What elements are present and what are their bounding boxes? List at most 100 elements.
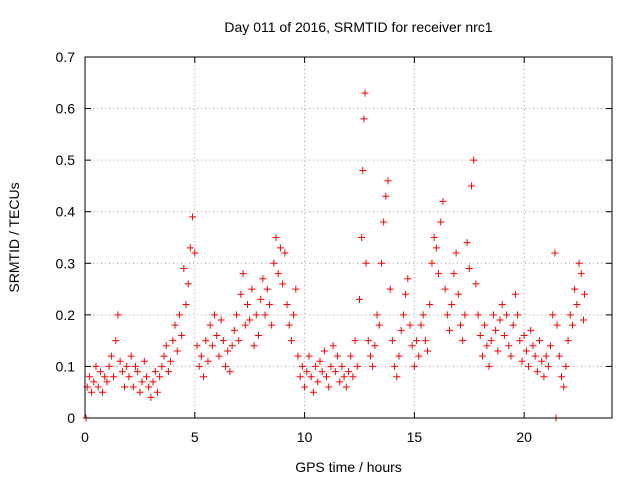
data-point xyxy=(314,378,322,386)
data-point xyxy=(364,337,372,345)
data-point xyxy=(529,342,537,350)
data-point xyxy=(465,264,473,272)
data-point xyxy=(443,311,451,319)
data-point xyxy=(175,311,183,319)
data-point xyxy=(189,213,197,221)
data-point xyxy=(265,301,273,309)
data-point xyxy=(145,383,153,391)
data-point xyxy=(296,373,304,381)
data-point xyxy=(254,331,262,339)
y-tick-label: 0.5 xyxy=(56,152,76,168)
data-point xyxy=(153,388,161,396)
data-point xyxy=(571,285,579,293)
data-point xyxy=(542,352,550,360)
data-point xyxy=(362,259,370,267)
data-point xyxy=(217,316,225,324)
data-point xyxy=(351,337,359,345)
data-point xyxy=(399,311,407,319)
data-point xyxy=(228,342,236,350)
data-point xyxy=(226,368,234,376)
x-tick-labels: 0 5 10 15 20 xyxy=(81,429,532,445)
data-point xyxy=(509,321,517,329)
data-point xyxy=(555,352,563,360)
y-tick-label: 0.6 xyxy=(56,101,76,117)
data-point xyxy=(272,234,280,241)
data-point xyxy=(426,301,434,309)
y-tick-label: 0.7 xyxy=(56,49,76,65)
data-point xyxy=(525,362,533,370)
data-point xyxy=(531,352,539,360)
data-point xyxy=(366,352,374,360)
data-point xyxy=(107,352,115,360)
data-point xyxy=(320,347,328,355)
data-point xyxy=(94,383,102,391)
data-point xyxy=(402,290,410,298)
data-point xyxy=(347,352,355,360)
data-point xyxy=(250,342,258,350)
y-tick-label: 0.3 xyxy=(56,255,76,271)
data-point xyxy=(211,311,219,319)
data-point xyxy=(184,280,192,288)
data-point xyxy=(566,311,574,319)
data-point xyxy=(92,362,100,370)
y-tick-label: 0.1 xyxy=(56,358,76,374)
data-point xyxy=(204,357,212,365)
data-point xyxy=(169,337,177,345)
data-point xyxy=(417,321,425,329)
data-point xyxy=(292,285,300,293)
data-point xyxy=(456,321,464,329)
data-point xyxy=(380,218,388,226)
data-point xyxy=(287,337,295,345)
data-point xyxy=(239,270,247,278)
data-point xyxy=(96,368,104,376)
data-point xyxy=(248,285,256,293)
data-point xyxy=(303,368,311,376)
data-point xyxy=(180,264,188,272)
data-point xyxy=(274,270,282,278)
data-point xyxy=(252,311,260,319)
data-point xyxy=(359,166,367,174)
data-point xyxy=(283,301,291,309)
data-point xyxy=(421,337,429,345)
data-point xyxy=(437,218,445,226)
data-point xyxy=(474,311,482,319)
y-tick-label: 0.2 xyxy=(56,307,76,323)
data-point xyxy=(549,311,557,319)
data-point xyxy=(156,373,164,381)
data-point xyxy=(369,362,377,370)
data-point xyxy=(478,352,486,360)
data-point xyxy=(237,290,245,298)
data-point xyxy=(136,388,144,396)
data-point xyxy=(581,290,589,298)
data-point xyxy=(388,337,396,345)
data-point xyxy=(349,373,357,381)
data-point xyxy=(233,311,241,319)
data-point xyxy=(105,362,113,370)
data-point xyxy=(413,337,421,345)
data-point xyxy=(441,285,449,293)
data-point xyxy=(290,311,298,319)
data-point xyxy=(386,285,394,293)
x-tick-label: 5 xyxy=(191,429,199,445)
data-point xyxy=(489,311,497,319)
data-point xyxy=(230,326,238,334)
data-point xyxy=(432,244,440,252)
data-point xyxy=(470,156,478,164)
data-point xyxy=(360,115,368,123)
data-point xyxy=(118,368,126,376)
data-point xyxy=(164,368,172,376)
data-point xyxy=(140,357,148,365)
data-point xyxy=(307,373,315,381)
data-point xyxy=(404,275,412,283)
data-point xyxy=(375,321,383,329)
data-point xyxy=(353,362,361,370)
data-point xyxy=(384,177,392,185)
x-axis-title: GPS time / hours xyxy=(295,459,402,475)
data-point xyxy=(446,326,454,334)
data-point xyxy=(560,383,568,391)
data-point xyxy=(406,321,414,329)
data-point xyxy=(132,362,140,370)
data-point xyxy=(557,373,565,381)
data-point xyxy=(224,347,232,355)
